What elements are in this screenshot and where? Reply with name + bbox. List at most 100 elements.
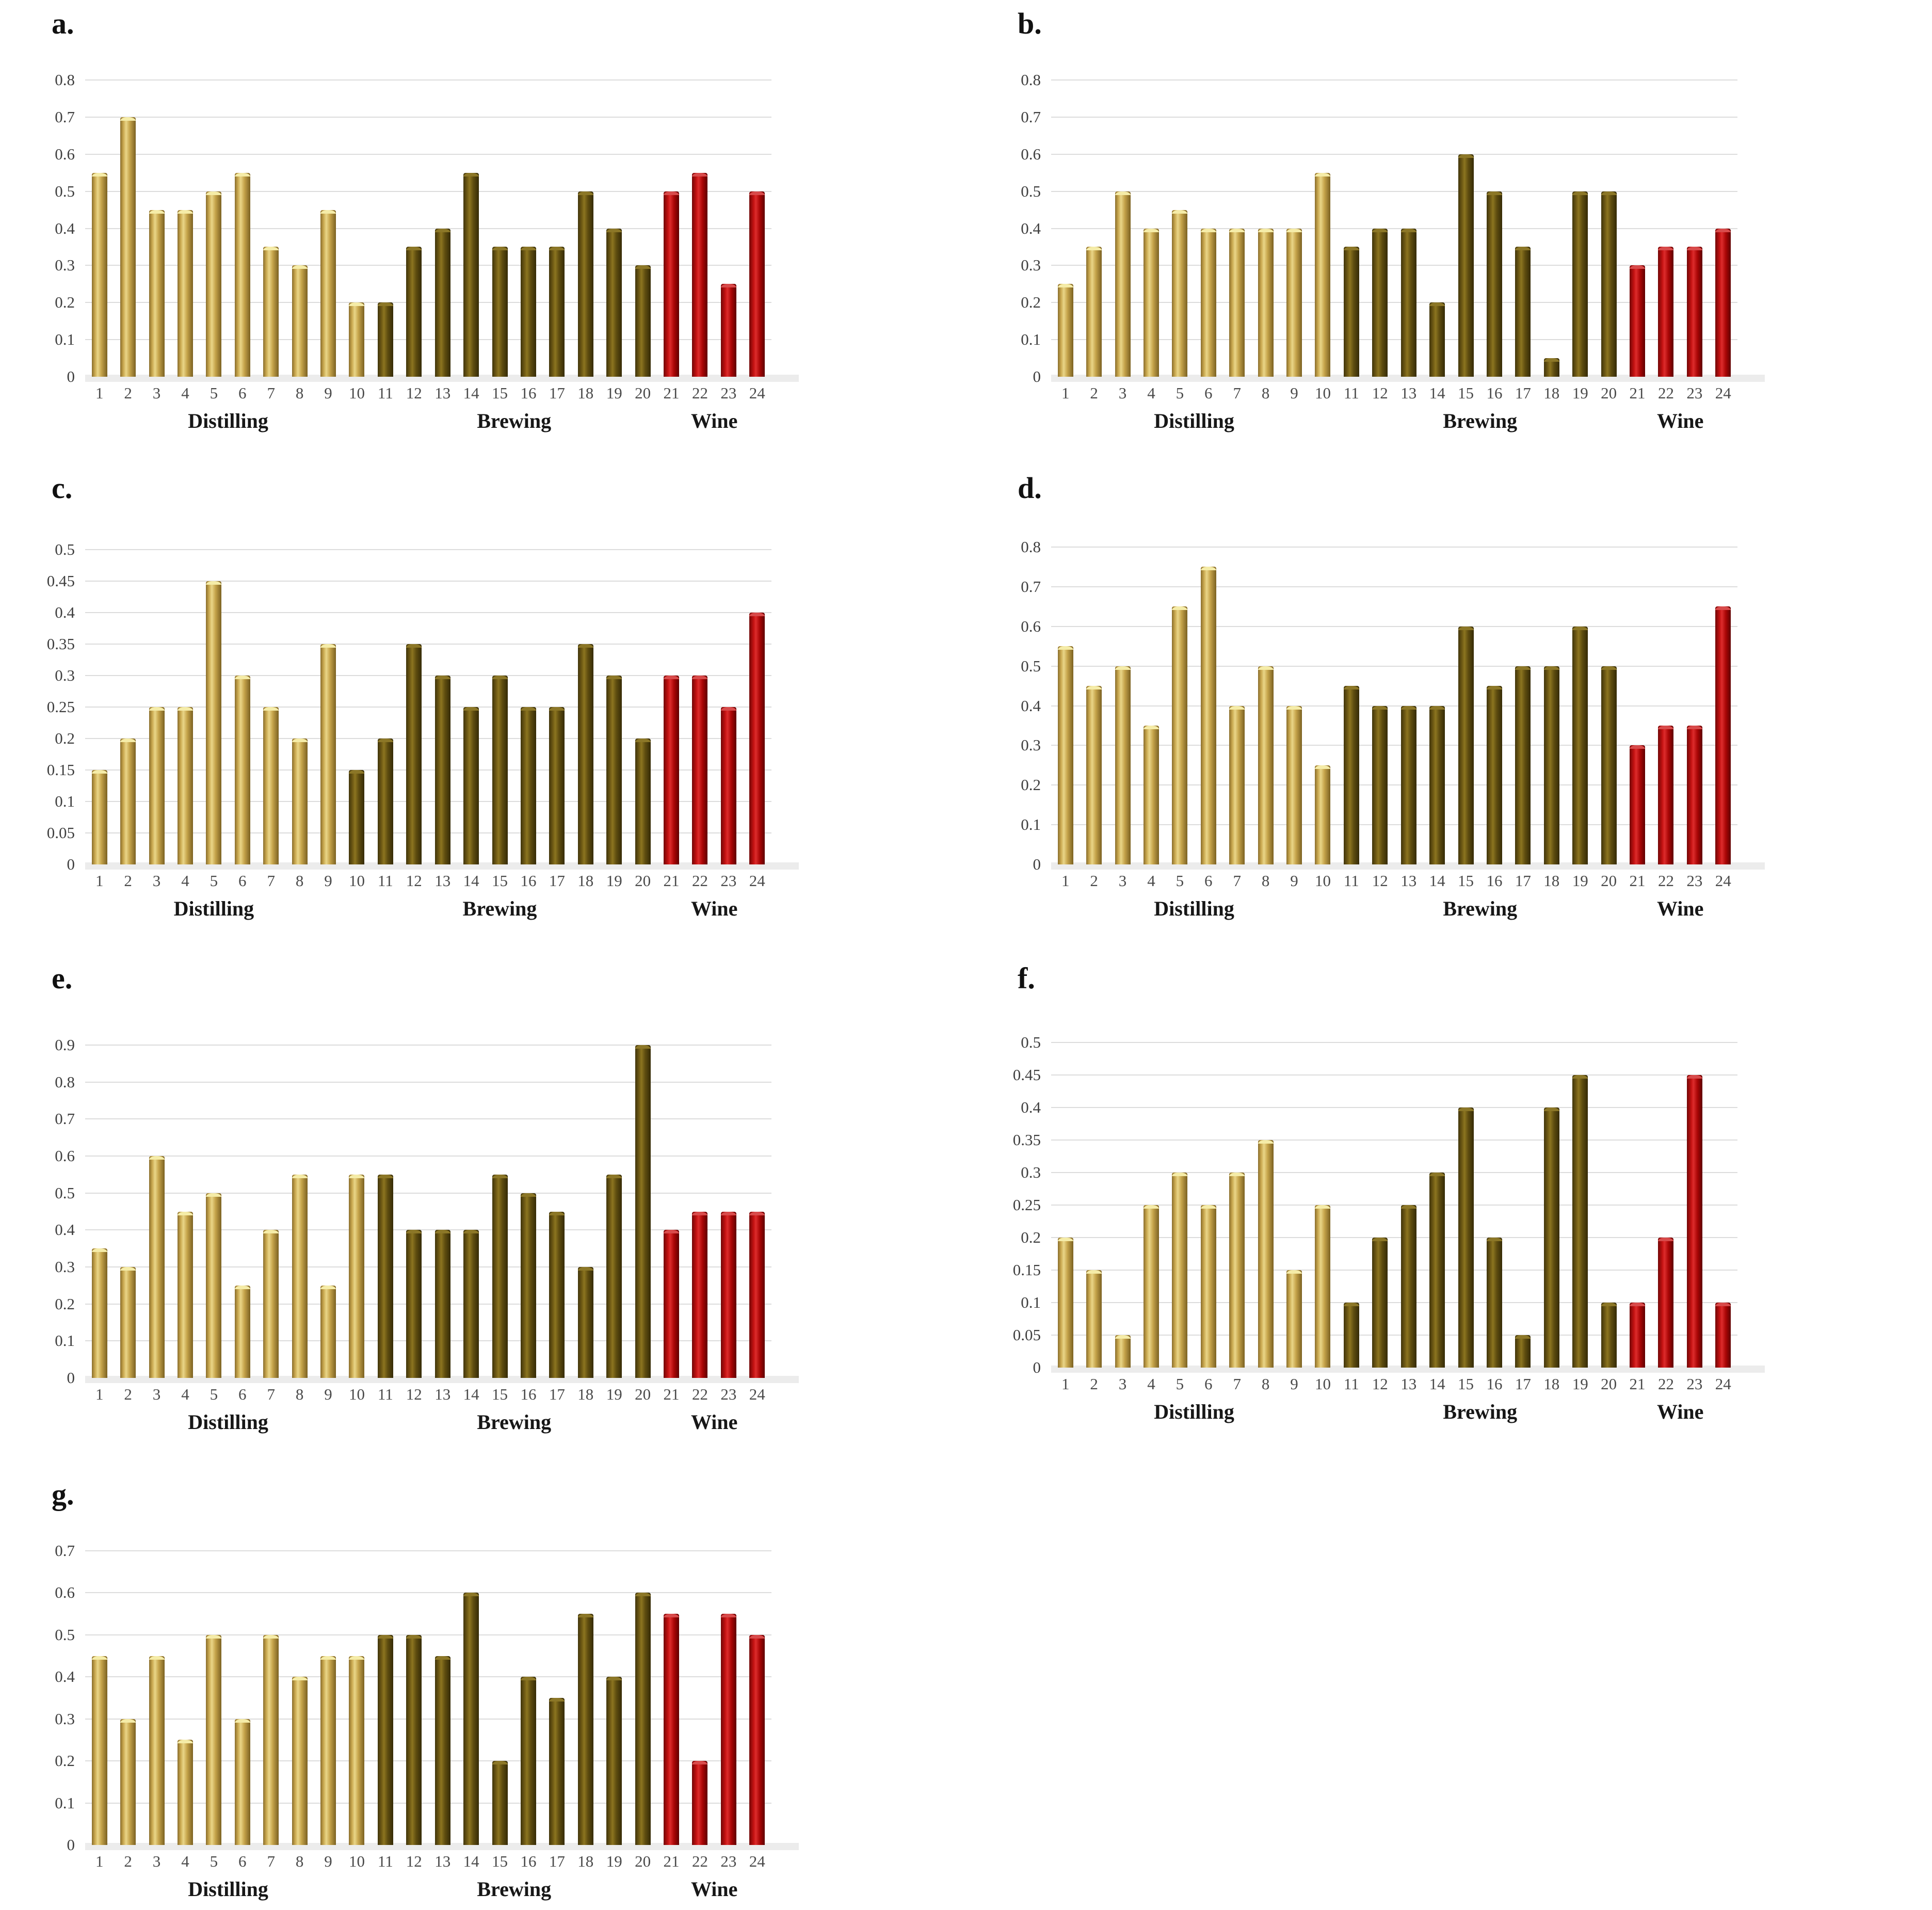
x-axis-tick-label: 3: [152, 384, 161, 402]
x-axis-tick-label: 17: [549, 872, 565, 890]
bar-e-12: [406, 1230, 422, 1378]
bar-top-cap: [149, 1656, 165, 1660]
x-axis-tick-label: 24: [749, 384, 765, 402]
bar-top-cap: [1630, 265, 1646, 269]
bar-c-10: [349, 770, 365, 864]
bar-top-cap: [1172, 210, 1188, 214]
bar-top-cap: [149, 210, 165, 214]
bar-top-cap: [577, 1267, 593, 1271]
x-axis-tick-label: 13: [1400, 1375, 1417, 1393]
x-axis-tick-label: 1: [95, 872, 104, 890]
bar-top-cap: [406, 1230, 422, 1234]
bar-c-3: [149, 707, 165, 864]
x-axis-tick-label: 24: [1715, 872, 1731, 890]
bar-b-8: [1258, 228, 1274, 377]
x-axis-tick-label: 12: [406, 1385, 422, 1403]
gridline-y-0.1: [1051, 339, 1737, 341]
gridline-y-0.5: [85, 190, 771, 192]
y-axis-tick-label: 0.15: [46, 761, 75, 779]
y-axis-tick-label: 0: [1033, 1358, 1041, 1376]
x-axis-tick-label: 4: [1147, 384, 1155, 402]
x-axis-tick-label: 21: [663, 1852, 680, 1870]
bar-top-cap: [1400, 228, 1416, 232]
x-axis-tick-label: 11: [1343, 384, 1359, 402]
bar-top-cap: [1515, 666, 1531, 670]
y-axis-tick-label: 0.5: [55, 1625, 75, 1644]
bar-g-24: [749, 1634, 765, 1845]
bar-d-7: [1229, 705, 1245, 864]
y-axis-tick-label: 0.1: [1021, 330, 1041, 349]
bar-c-11: [377, 739, 393, 864]
bar-top-cap: [1315, 1205, 1331, 1209]
gridline-y-0.4: [85, 1229, 771, 1231]
y-axis-tick-label: 0.5: [1021, 1033, 1041, 1051]
x-axis-tick-label: 19: [606, 1852, 622, 1870]
x-axis-tick-label: 9: [324, 1852, 332, 1870]
bar-a-3: [149, 210, 165, 377]
bar-top-cap: [149, 707, 165, 711]
x-axis-tick-label: 12: [1372, 384, 1388, 402]
y-axis-tick-label: 0.2: [55, 1752, 75, 1770]
bar-top-cap: [177, 1740, 193, 1744]
bar-a-4: [177, 210, 193, 377]
bar-a-23: [720, 284, 736, 377]
panel-letter-e: e.: [52, 961, 73, 995]
bar-d-13: [1400, 705, 1416, 864]
y-axis-tick-label: 0: [67, 1836, 75, 1854]
x-axis-tick-label: 20: [1601, 384, 1617, 402]
bar-top-cap: [292, 1174, 308, 1178]
x-axis-tick-label: 2: [124, 1852, 132, 1870]
x-axis-tick-label: 15: [492, 384, 508, 402]
bar-c-23: [720, 707, 736, 864]
bar-e-23: [720, 1211, 736, 1378]
bar-top-cap: [664, 1230, 680, 1234]
bar-top-cap: [1486, 191, 1502, 195]
bar-a-6: [234, 172, 250, 377]
y-axis-tick-label: 0.4: [1021, 219, 1041, 237]
y-axis-tick-label: 0.3: [1021, 736, 1041, 755]
x-axis-tick-label: 4: [1147, 1375, 1155, 1393]
bar-top-cap: [177, 210, 193, 214]
bar-top-cap: [263, 247, 279, 251]
x-axis-tick-label: 7: [1233, 384, 1241, 402]
bar-c-24: [749, 613, 765, 864]
bar-top-cap: [206, 191, 222, 195]
bar-top-cap: [749, 1211, 765, 1215]
bar-g-12: [406, 1634, 422, 1845]
y-axis-tick-label: 0.7: [55, 107, 75, 126]
y-axis-tick-label: 0.2: [55, 293, 75, 312]
gridline-y-0.1: [1051, 1302, 1737, 1303]
bar-g-9: [320, 1656, 336, 1845]
bar-d-21: [1630, 745, 1646, 864]
bar-a-2: [120, 117, 136, 377]
bar-top-cap: [349, 302, 365, 307]
chart-plot-area-f: 0 0.05 0.1 0.15 0.2 0.25 0.3 0.35 0.4 0.45 0.5 1 2 3 4…: [1013, 1034, 1765, 1423]
bar-top-cap: [492, 676, 508, 679]
x-axis-tick-label: 14: [463, 1852, 479, 1870]
bar-top-cap: [1429, 302, 1445, 307]
bar-top-cap: [1601, 666, 1617, 670]
x-axis-tick-label: 13: [434, 384, 451, 402]
group-label-wine: Wine: [690, 409, 738, 432]
bar-g-19: [606, 1677, 622, 1845]
chart-plot-area-g: 0 0.1 0.2 0.3 0.4 0.5 0.6 0.7 1 2 3 4 5 6 7 8 9 10 11 12 13 1…: [55, 1543, 799, 1901]
y-axis-tick-label: 0.35: [1012, 1131, 1041, 1149]
gridline-y-0.1: [85, 801, 771, 802]
bar-top-cap: [1229, 228, 1245, 232]
x-axis-tick-label: 12: [406, 384, 422, 402]
gridline-y-0.3: [85, 265, 771, 266]
bar-f-1: [1057, 1238, 1073, 1368]
x-axis-tick-label: 14: [463, 872, 479, 890]
bar-b-13: [1400, 228, 1416, 377]
y-axis-tick-label: 0.1: [55, 792, 75, 810]
group-label-wine: Wine: [1656, 897, 1704, 920]
x-axis-tick-label: 22: [691, 872, 708, 890]
panel-e: e. 0 0.1 0.2 0.3 0.4 0.5 0.6 0.7 0.8 0.9 1 2 3 4 5 6 7 8 9…: [0, 955, 966, 1471]
x-axis-tick-label: 6: [238, 1852, 247, 1870]
x-axis-tick-label: 9: [324, 872, 332, 890]
y-axis-tick-label: 0: [1033, 367, 1041, 386]
bar-top-cap: [1543, 1108, 1559, 1111]
bar-top-cap: [692, 1211, 708, 1215]
bar-top-cap: [349, 770, 365, 774]
group-label-distilling: Distilling: [173, 897, 254, 920]
